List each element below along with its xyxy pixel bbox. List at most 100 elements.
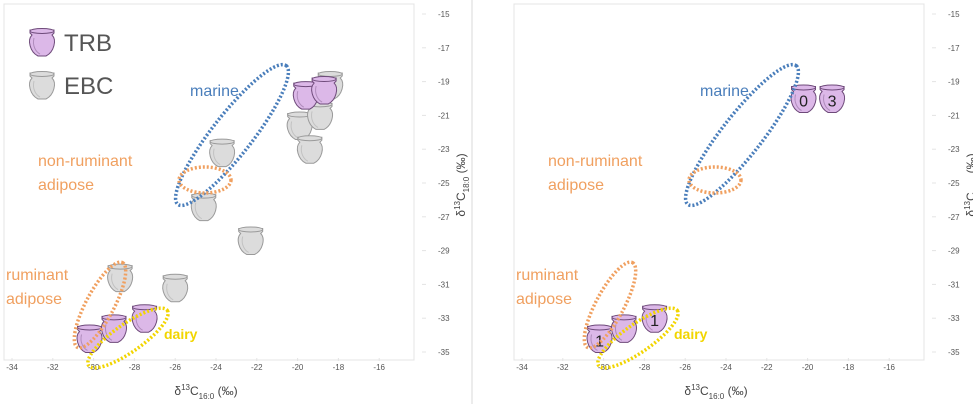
pot-marker <box>297 136 322 164</box>
pot-rim <box>298 136 322 141</box>
y-tick-label: -35 <box>438 348 450 357</box>
region-label: marine <box>700 83 749 100</box>
y-tick-label: -17 <box>438 44 450 53</box>
x-tick-label: -18 <box>333 363 345 372</box>
pot-rim <box>133 305 157 310</box>
region-label: marine <box>190 83 239 100</box>
pot-rim <box>30 29 54 34</box>
y-tick-label: -21 <box>948 111 960 120</box>
x-tick-label: -26 <box>679 363 691 372</box>
x-tick-label: -34 <box>6 363 18 372</box>
axis-title-sub: 16:0 <box>709 392 725 401</box>
pot-rim <box>612 315 636 320</box>
region-outline <box>689 167 741 193</box>
axis-title-sub: 18:0 <box>462 176 471 192</box>
x-tick-label: -24 <box>210 363 222 372</box>
region-label: dairy <box>164 326 198 342</box>
x-tick-label: -22 <box>251 363 263 372</box>
region-outline <box>179 167 231 193</box>
y-tick-label: -23 <box>438 145 450 154</box>
pot-marker <box>132 305 157 333</box>
pot-marker <box>191 193 216 221</box>
region-label: ruminant <box>6 267 69 284</box>
x-tick-label: -16 <box>373 363 385 372</box>
y-tick-label: -21 <box>438 111 450 120</box>
y-tick-label: -33 <box>948 314 960 323</box>
axis-title: δ13C18:0 (‰) <box>453 153 471 216</box>
axis-title-main: C <box>454 192 468 201</box>
x-tick-label: -22 <box>761 363 773 372</box>
y-tick-label: -29 <box>438 247 450 256</box>
y-tick-label: -31 <box>438 280 450 289</box>
x-tick-label: -16 <box>883 363 895 372</box>
pot-rim <box>210 139 234 144</box>
x-tick-label: -18 <box>843 363 855 372</box>
y-tick-label: -25 <box>438 179 450 188</box>
point-label: 0 <box>799 94 808 111</box>
figure: -35 -33 -31 -29 -27 -25 -23 -21 -19 -17 -15 -34 -32 -… <box>0 0 973 404</box>
region-label: ruminant <box>516 267 579 284</box>
pot-rim <box>312 77 336 82</box>
x-tick-label: -32 <box>47 363 59 372</box>
legend-label: EBC <box>64 73 113 100</box>
pot-rim <box>239 227 263 232</box>
axis-title-main: C <box>190 384 199 398</box>
region-label: dairy <box>674 326 708 342</box>
y-tick-label: -17 <box>948 44 960 53</box>
y-tick-label: -33 <box>438 314 450 323</box>
x-tick-label: -26 <box>169 363 181 372</box>
pot-rim <box>78 325 102 330</box>
pot-rim <box>163 274 187 279</box>
y-tick-label: -29 <box>948 247 960 256</box>
y-tick-label: -25 <box>948 179 960 188</box>
region-label: adipose <box>548 177 604 194</box>
pot-marker <box>163 274 188 302</box>
pot-marker <box>30 72 55 100</box>
region-label: adipose <box>6 291 62 308</box>
y-tick-label: -35 <box>948 348 960 357</box>
pot-marker <box>210 139 235 167</box>
pot-marker <box>312 77 337 105</box>
axis-title-sub: 16:0 <box>199 392 215 401</box>
axis-title-main: C <box>700 384 709 398</box>
region-label: adipose <box>38 177 94 194</box>
y-tick-label: -15 <box>948 10 960 19</box>
pot-rim <box>318 71 342 76</box>
x-tick-label: -28 <box>639 363 651 372</box>
x-tick-label: -34 <box>516 363 528 372</box>
y-tick-label: -15 <box>438 10 450 19</box>
region-label: non-ruminant <box>548 153 643 170</box>
pot-rim <box>643 305 667 310</box>
region-outline <box>672 53 812 216</box>
axis-title: δ13C16:0 (‰) <box>684 383 747 401</box>
axis-title: δ13C16:0 (‰) <box>174 383 237 401</box>
x-tick-label: -32 <box>557 363 569 372</box>
x-tick-label: -20 <box>802 363 814 372</box>
axis-title-suffix: (‰) <box>964 153 973 176</box>
pot-rim <box>30 72 54 77</box>
pot-marker <box>30 29 55 57</box>
point-label: 3 <box>828 94 837 111</box>
pot-rim <box>820 85 844 90</box>
y-tick-label: -19 <box>948 78 960 87</box>
pot-rim <box>588 325 612 330</box>
x-tick-label: -28 <box>129 363 141 372</box>
region-label: adipose <box>516 291 572 308</box>
pot-marker <box>612 315 637 343</box>
axis-title-suffix: (‰) <box>454 153 468 176</box>
axis-title-suffix: (‰) <box>214 384 237 398</box>
page: -35 -33 -31 -29 -27 -25 -23 -21 -19 -17 -15 -34 -32 -… <box>0 0 973 404</box>
x-tick-label: -24 <box>720 363 732 372</box>
y-tick-label: -27 <box>948 213 960 222</box>
axis-title: δ13C18:0 (‰) <box>963 153 973 216</box>
region-outline <box>162 53 302 216</box>
y-tick-label: -27 <box>438 213 450 222</box>
pot-marker <box>102 315 127 343</box>
y-tick-label: -31 <box>948 280 960 289</box>
pot-rim <box>102 315 126 320</box>
region-label: non-ruminant <box>38 153 133 170</box>
legend-label: TRB <box>64 30 112 57</box>
pot-marker <box>108 264 133 292</box>
pot-marker <box>238 227 263 255</box>
axis-title-suffix: (‰) <box>724 384 747 398</box>
